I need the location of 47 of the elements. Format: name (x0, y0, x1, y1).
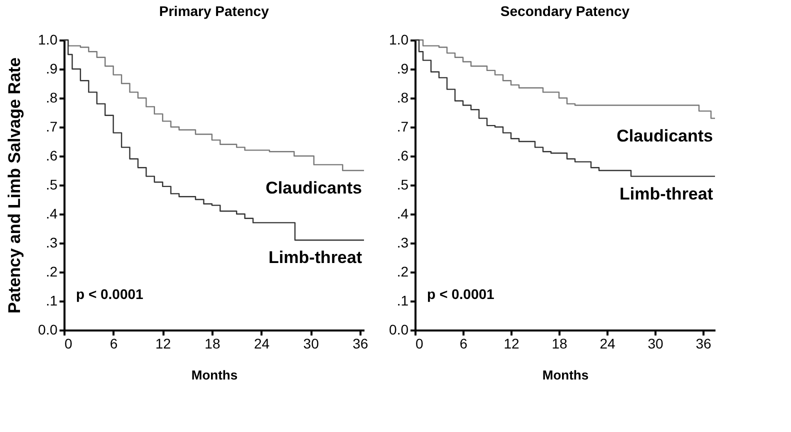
chart-title: Primary Patency (159, 3, 270, 19)
x-tick-label: 24 (600, 336, 616, 352)
x-tick-label: 6 (110, 336, 118, 352)
y-tick-label: .9 (46, 60, 58, 76)
y-tick-label: .2 (396, 264, 409, 280)
series-label: Claudicants (266, 178, 362, 198)
x-tick-label: 0 (64, 336, 72, 352)
x-tick-label: 36 (696, 336, 712, 352)
y-tick-label: .5 (396, 176, 409, 192)
y-tick-label: .7 (396, 118, 409, 134)
y-tick-label: 1.0 (389, 32, 409, 48)
y-tick-label: .8 (396, 90, 409, 106)
y-axis-title: Patency and Limb Salvage Rate (5, 57, 24, 314)
x-axis-title: Months (542, 368, 589, 382)
y-tick-label: .8 (46, 90, 58, 106)
y-tick-label: 1.0 (38, 32, 58, 48)
y-tick-label: .7 (46, 118, 58, 134)
x-tick-label: 30 (648, 336, 664, 352)
annotation: p < 0.0001 (427, 286, 495, 302)
x-tick-label: 12 (504, 336, 520, 352)
x-tick-label: 36 (352, 336, 368, 352)
x-tick-label: 0 (416, 336, 424, 352)
y-tick-label: .5 (46, 176, 58, 192)
y-tick-label: 0.0 (38, 322, 58, 338)
y-tick-label: .6 (46, 148, 58, 164)
y-tick-label: .4 (396, 206, 409, 222)
annotation: p < 0.0001 (76, 286, 144, 302)
x-tick-label: 30 (303, 336, 320, 352)
y-tick-label: .3 (396, 234, 409, 250)
x-tick-label: 12 (155, 336, 172, 352)
x-tick-label: 24 (254, 336, 270, 352)
y-tick-label: .1 (396, 292, 409, 308)
x-tick-label: 18 (552, 336, 568, 352)
y-tick-label: .6 (396, 148, 409, 164)
y-tick-label: .1 (46, 292, 58, 308)
x-tick-label: 18 (204, 336, 220, 352)
y-tick-label: .4 (46, 206, 58, 222)
series-label: Limb-threat (268, 248, 362, 268)
y-tick-label: .2 (46, 264, 58, 280)
series-label: Claudicants (616, 126, 713, 146)
y-tick-label: 0.0 (389, 322, 409, 338)
y-tick-label: .3 (46, 234, 58, 250)
x-tick-label: 6 (460, 336, 468, 352)
chart-title: Secondary Patency (500, 3, 630, 19)
series-label: Limb-threat (620, 184, 714, 204)
x-axis-title: Months (191, 368, 238, 382)
y-tick-label: .9 (396, 60, 409, 76)
